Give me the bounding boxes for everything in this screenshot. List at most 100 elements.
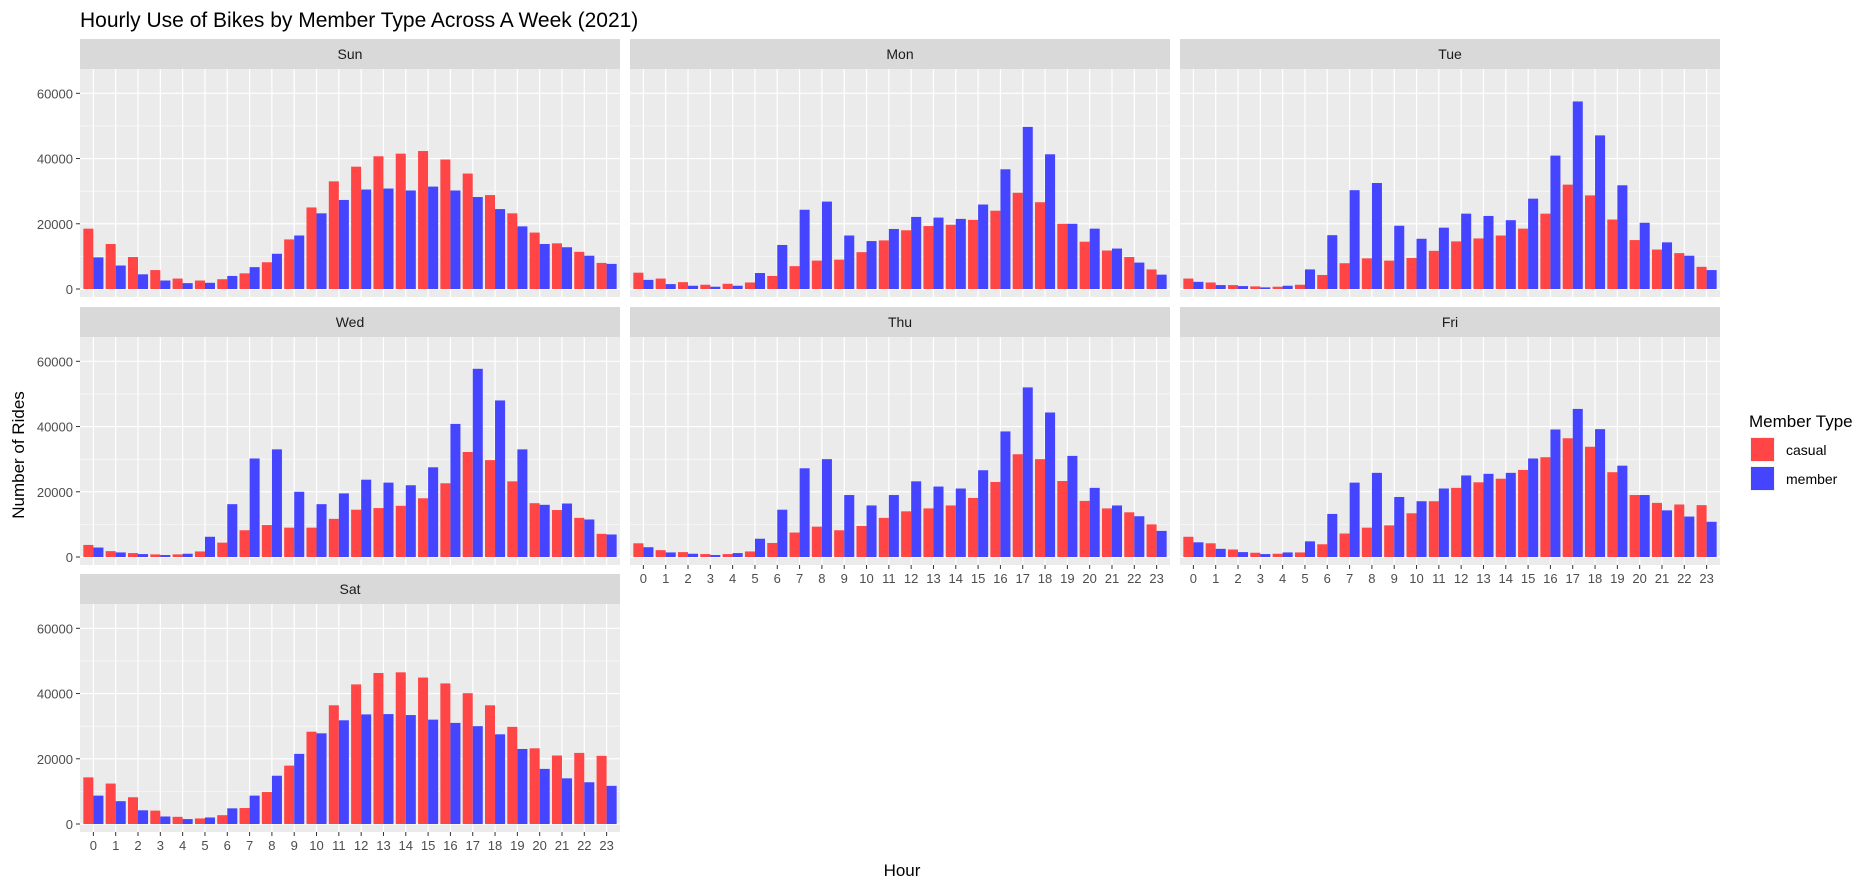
bar-casual-0 (633, 272, 644, 289)
x-tick-label: 12 (354, 838, 368, 853)
bar-member-21 (561, 778, 573, 824)
bar-member-1 (115, 265, 126, 289)
bar-casual-20 (1079, 500, 1090, 557)
y-tick-label: 40000 (37, 152, 73, 167)
y-tick-label: 20000 (37, 485, 73, 500)
bar-casual-6 (767, 542, 778, 557)
bar-member-4 (732, 285, 743, 289)
bar-casual-3 (1250, 286, 1261, 289)
bar-member-5 (1304, 269, 1315, 289)
bar-casual-5 (194, 280, 205, 289)
bar-member-1 (665, 552, 676, 557)
bar-member-7 (1349, 482, 1360, 557)
bar-casual-5 (1294, 552, 1305, 557)
bar-casual-19 (1607, 219, 1618, 289)
bar-member-21 (561, 503, 573, 557)
bar-casual-3 (150, 810, 161, 824)
bar-casual-0 (83, 777, 94, 824)
bar-casual-21 (1651, 502, 1662, 557)
bar-casual-19 (507, 726, 518, 824)
bar-casual-20 (1629, 240, 1640, 289)
facet-label: Sat (339, 581, 360, 597)
x-tick-label: 9 (1391, 571, 1398, 586)
x-tick-label: 13 (376, 838, 390, 853)
bar-member-22 (1134, 262, 1145, 289)
bar-member-22 (584, 782, 595, 824)
bar-casual-14 (395, 505, 406, 557)
bar-casual-18 (1035, 202, 1046, 289)
series-member (93, 368, 617, 557)
bar-casual-3 (150, 554, 161, 557)
bar-casual-22 (574, 752, 585, 824)
bar-casual-3 (700, 284, 711, 289)
bar-casual-15 (1518, 228, 1529, 289)
bar-member-19 (1067, 223, 1078, 289)
bar-member-7 (249, 458, 260, 557)
bar-casual-0 (83, 228, 94, 289)
bar-member-4 (732, 553, 743, 557)
bar-member-4 (182, 553, 193, 557)
x-tick-label: 11 (882, 571, 896, 586)
bar-casual-1 (1205, 543, 1216, 557)
bar-member-10 (866, 505, 877, 557)
bar-member-5 (204, 282, 215, 289)
bar-member-19 (517, 449, 528, 557)
legend-key-casual (1751, 438, 1774, 461)
bar-member-22 (584, 519, 595, 557)
bar-member-8 (1371, 183, 1382, 289)
x-tick-label: 7 (1346, 571, 1353, 586)
bar-casual-16 (440, 159, 451, 289)
bar-member-8 (271, 449, 282, 557)
x-tick-label: 19 (1060, 571, 1074, 586)
series-casual (1183, 438, 1707, 557)
bar-member-0 (643, 279, 654, 289)
bar-casual-11 (878, 517, 889, 557)
bar-casual-0 (1183, 278, 1194, 289)
bar-member-11 (338, 199, 349, 289)
bar-casual-4 (1272, 553, 1283, 557)
bar-member-0 (643, 547, 654, 557)
bar-member-18 (1595, 429, 1606, 557)
bar-casual-3 (150, 270, 161, 289)
bar-casual-5 (194, 818, 205, 824)
bar-casual-19 (1057, 223, 1068, 289)
series-casual (633, 454, 1157, 557)
bar-casual-8 (811, 526, 822, 557)
x-tick-label: 2 (1234, 571, 1241, 586)
x-tick-label: 5 (1301, 571, 1308, 586)
series-member (643, 387, 1167, 557)
bar-member-23 (1706, 270, 1717, 289)
bar-casual-18 (485, 705, 496, 824)
x-tick-label: 22 (1127, 571, 1141, 586)
bar-casual-10 (306, 527, 317, 557)
bar-casual-23 (1696, 505, 1707, 557)
facet-label: Wed (336, 314, 365, 330)
bar-casual-13 (923, 508, 934, 557)
bar-casual-17 (1562, 438, 1573, 557)
facet-label: Fri (1442, 314, 1458, 330)
bar-member-13 (1483, 215, 1494, 289)
bar-member-0 (1193, 542, 1204, 557)
bar-casual-9 (834, 530, 845, 557)
bar-member-14 (405, 190, 416, 289)
facet-strip (80, 39, 620, 69)
bar-member-19 (1067, 455, 1078, 557)
bar-casual-22 (1124, 257, 1135, 289)
bar-member-19 (1617, 465, 1628, 557)
bar-casual-8 (811, 260, 822, 289)
legend-key-member (1751, 467, 1774, 490)
bar-casual-6 (217, 815, 228, 824)
bar-member-2 (138, 274, 149, 289)
x-tick-label: 5 (751, 571, 758, 586)
bar-casual-11 (878, 240, 889, 289)
bar-member-7 (249, 795, 260, 824)
bar-casual-6 (217, 542, 228, 557)
bar-member-6 (227, 808, 238, 824)
x-tick-label: 22 (1677, 571, 1691, 586)
bar-member-9 (844, 495, 855, 557)
bar-casual-10 (1406, 258, 1417, 289)
bar-member-15 (428, 186, 439, 289)
bar-casual-16 (440, 483, 451, 557)
series-member (1193, 408, 1717, 557)
